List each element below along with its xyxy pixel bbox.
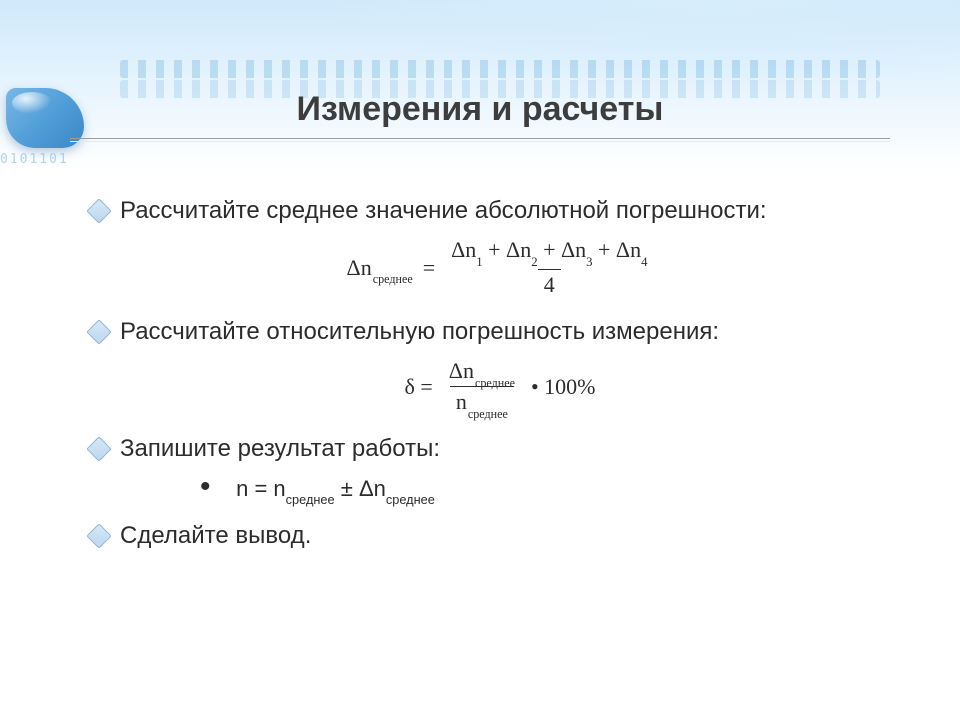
formula2-numerator: Δnсреднее xyxy=(443,358,521,386)
result-expression: • n = nсреднее ± Δnсреднее xyxy=(200,476,910,504)
bullet-text-2: Рассчитайте относительную погрешность из… xyxy=(120,318,719,345)
bullet-item-3: Запишите результат работы: xyxy=(90,433,910,465)
bullet-text-1: Рассчитайте среднее значение абсолютной … xyxy=(120,197,767,224)
bullet-text-4: Сделайте вывод. xyxy=(120,522,311,549)
formula-rel-error: δ = Δnсреднее nсреднее • 100% xyxy=(90,358,910,415)
formula2-lhs: δ = xyxy=(405,374,433,400)
header-banner: 0101101 Измерения и расчеты xyxy=(0,0,960,170)
title-underline xyxy=(70,138,890,142)
diamond-bullet-icon xyxy=(86,319,111,344)
bullet-text-3: Запишите результат работы: xyxy=(120,435,440,462)
diamond-bullet-icon xyxy=(86,198,111,223)
content-area: Рассчитайте среднее значение абсолютной … xyxy=(90,195,910,562)
bullet-item-4: Сделайте вывод. xyxy=(90,520,910,552)
formula2-tail: • 100% xyxy=(531,374,596,400)
formula1-numerator: Δn1 + Δn2 + Δn3 + Δn4 xyxy=(445,237,653,268)
formula1-denominator: 4 xyxy=(538,269,561,298)
diamond-bullet-icon xyxy=(86,436,111,461)
formula-abs-error: Δnсреднее = Δn1 + Δn2 + Δn3 + Δn4 4 xyxy=(90,237,910,297)
bullet-item-2: Рассчитайте относительную погрешность из… xyxy=(90,316,910,348)
diamond-bullet-icon xyxy=(86,523,111,548)
formula1-lhs: Δnсреднее xyxy=(347,255,413,281)
page-title: Измерения и расчеты xyxy=(0,90,960,129)
equals-sign: = xyxy=(423,255,435,281)
banner-dots xyxy=(120,60,880,78)
banner-digits: 0101101 xyxy=(0,152,120,182)
formula2-fraction: Δnсреднее nсреднее xyxy=(443,358,521,415)
formula1-fraction: Δn1 + Δn2 + Δn3 + Δn4 4 xyxy=(445,237,653,297)
bullet-item-1: Рассчитайте среднее значение абсолютной … xyxy=(90,195,910,227)
